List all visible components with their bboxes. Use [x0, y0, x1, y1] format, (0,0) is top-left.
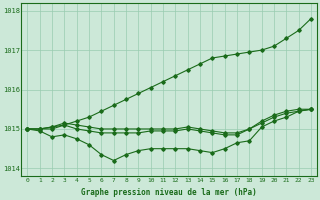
X-axis label: Graphe pression niveau de la mer (hPa): Graphe pression niveau de la mer (hPa) — [81, 188, 257, 197]
